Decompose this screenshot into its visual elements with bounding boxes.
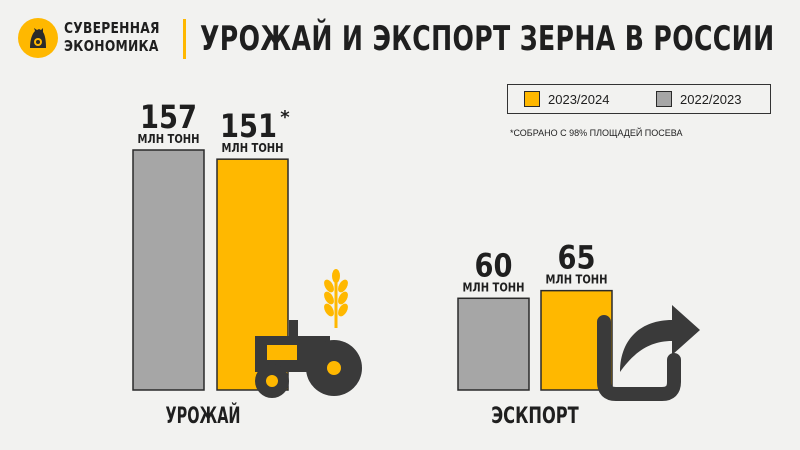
value-label: 60 <box>475 246 513 284</box>
wheat-grain <box>338 279 348 293</box>
brand-line-1: СУВЕРЕННАЯ <box>64 19 160 37</box>
header: СУВЕРЕННАЯ ЭКОНОМИКА УРОЖАЙ И ЭКСПОРТ ЗЕ… <box>0 0 800 80</box>
bear-logo-icon <box>18 18 58 58</box>
brand-name: СУВЕРЕННАЯ ЭКОНОМИКА <box>64 19 160 55</box>
unit-label: МЛН ТОНН <box>463 280 525 294</box>
share-box <box>597 315 681 401</box>
legend-swatch-current <box>524 91 540 107</box>
legend-item-previous: 2022/2023 <box>656 91 741 107</box>
header-divider <box>183 19 186 59</box>
value-asterisk: * <box>280 107 290 128</box>
wheat-grain <box>324 303 334 317</box>
bar-export-2022-2023 <box>457 297 530 391</box>
share-export-icon <box>597 305 700 401</box>
wheat-grain <box>324 279 334 293</box>
wheat-grain <box>332 269 340 283</box>
tractor-front-hub <box>266 375 278 387</box>
share-arrow <box>620 305 700 372</box>
brand-line-2: ЭКОНОМИКА <box>64 37 159 55</box>
tractor-rear-hub <box>327 361 341 375</box>
footnote: *СОБРАНО С 98% ПЛОЩАДЕЙ ПОСЕВА <box>510 128 683 138</box>
legend-swatch-previous <box>656 91 672 107</box>
category-label-harvest: УРОЖАЙ <box>166 403 241 429</box>
wheat-grain <box>338 303 348 317</box>
legend-label-current: 2023/2024 <box>548 91 610 107</box>
unit-label: МЛН ТОНН <box>222 141 284 155</box>
legend-label-previous: 2022/2023 <box>680 91 742 107</box>
wheat-icon <box>324 269 348 328</box>
unit-label: МЛН ТОНН <box>138 132 200 146</box>
value-label: 65 <box>558 239 596 277</box>
category-label-export: ЭСКПОРТ <box>491 404 579 429</box>
unit-label: МЛН ТОНН <box>546 273 608 287</box>
wheat-grain <box>338 291 348 305</box>
value-label: 157 <box>140 98 197 136</box>
legend: 2023/2024 2022/2023 <box>507 84 771 114</box>
tractor-exhaust <box>289 320 298 348</box>
page-title: УРОЖАЙ И ЭКСПОРТ ЗЕРНА В РОССИИ <box>200 19 775 59</box>
wheat-grain <box>324 291 334 305</box>
legend-item-current: 2023/2024 <box>524 91 609 107</box>
tractor-window <box>267 345 297 360</box>
tractor-icon <box>255 320 362 398</box>
value-label: 151 <box>220 107 277 145</box>
bar-harvest-2022-2023 <box>132 149 205 391</box>
